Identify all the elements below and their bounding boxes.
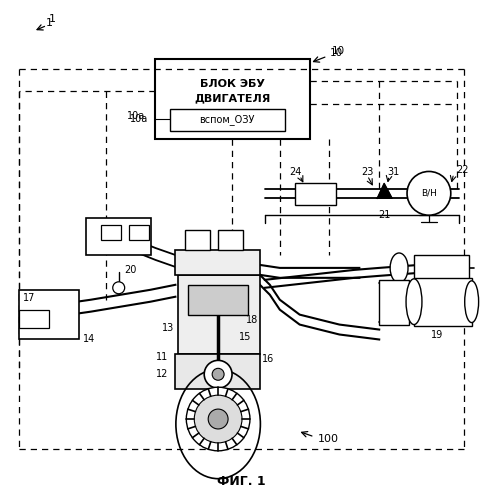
Circle shape bbox=[407, 172, 451, 215]
Text: 11: 11 bbox=[156, 352, 169, 362]
Circle shape bbox=[208, 409, 228, 429]
Polygon shape bbox=[377, 184, 392, 198]
Bar bbox=[218, 230, 243, 250]
Bar bbox=[414, 255, 469, 283]
Circle shape bbox=[113, 282, 125, 294]
Bar bbox=[295, 184, 336, 206]
Bar bbox=[86, 218, 150, 255]
Bar bbox=[178, 275, 260, 354]
Ellipse shape bbox=[406, 279, 422, 324]
Bar bbox=[156, 59, 309, 138]
Circle shape bbox=[194, 395, 242, 443]
Text: вспом_ОЗУ: вспом_ОЗУ bbox=[200, 114, 255, 125]
Text: 13: 13 bbox=[162, 322, 174, 332]
Text: ФИГ. 1: ФИГ. 1 bbox=[217, 475, 265, 488]
Text: 19: 19 bbox=[431, 330, 443, 340]
Bar bbox=[188, 285, 248, 314]
Circle shape bbox=[187, 387, 250, 451]
Text: 1: 1 bbox=[46, 18, 53, 28]
Bar bbox=[129, 225, 148, 240]
Circle shape bbox=[204, 360, 232, 388]
Text: БЛОК ЭБУ: БЛОК ЭБУ bbox=[200, 79, 265, 89]
Text: 21: 21 bbox=[378, 210, 390, 220]
Text: 10a: 10a bbox=[130, 114, 148, 124]
Text: 16: 16 bbox=[262, 354, 274, 364]
Text: 14: 14 bbox=[83, 334, 95, 344]
Text: В/Н: В/Н bbox=[421, 189, 437, 198]
Text: 23: 23 bbox=[362, 168, 374, 177]
Bar bbox=[19, 290, 79, 340]
Bar bbox=[19, 310, 49, 328]
Bar bbox=[171, 109, 285, 130]
Text: 10a: 10a bbox=[127, 111, 146, 121]
Text: 10: 10 bbox=[332, 46, 345, 56]
Bar bbox=[175, 250, 260, 275]
Bar bbox=[101, 225, 120, 240]
Text: 18: 18 bbox=[246, 314, 258, 324]
Text: ДВИГАТЕЛЯ: ДВИГАТЕЛЯ bbox=[194, 93, 270, 103]
Text: 12: 12 bbox=[156, 370, 169, 380]
Text: 24: 24 bbox=[290, 168, 302, 177]
Text: 17: 17 bbox=[23, 292, 36, 302]
Text: 22: 22 bbox=[457, 166, 469, 175]
Text: 31: 31 bbox=[387, 168, 400, 177]
Text: 15: 15 bbox=[239, 332, 251, 342]
Bar bbox=[175, 354, 260, 389]
Ellipse shape bbox=[390, 253, 408, 283]
Bar bbox=[414, 278, 472, 326]
Text: 20: 20 bbox=[124, 265, 137, 275]
Bar bbox=[379, 280, 409, 324]
Bar bbox=[185, 230, 210, 250]
Text: 1: 1 bbox=[49, 14, 56, 24]
Text: 10: 10 bbox=[330, 48, 343, 58]
Ellipse shape bbox=[465, 281, 479, 322]
Text: 100: 100 bbox=[318, 434, 338, 444]
Circle shape bbox=[212, 368, 224, 380]
